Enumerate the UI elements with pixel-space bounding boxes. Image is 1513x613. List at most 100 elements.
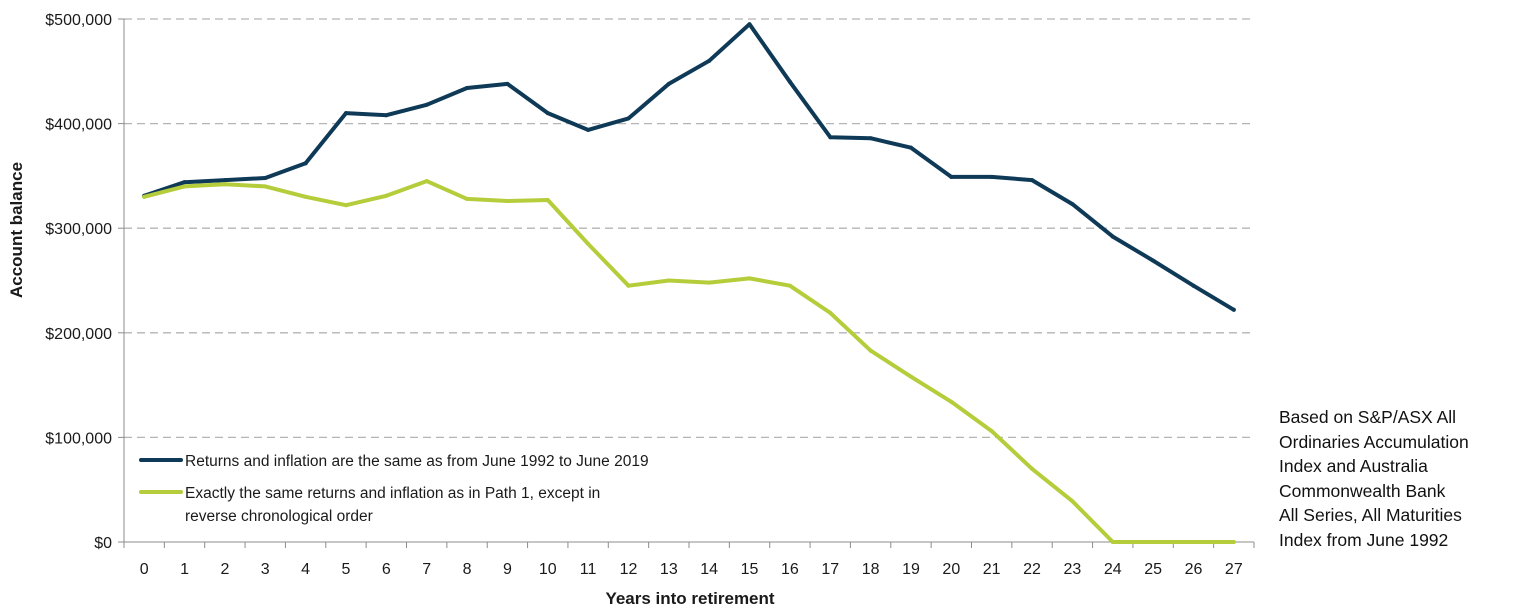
x-tick-label: 6 (382, 561, 391, 578)
x-tick-label: 25 (1144, 561, 1162, 578)
source-note-line: Index and Australia (1279, 456, 1428, 476)
x-axis-title: Years into retirement (605, 589, 774, 608)
legend: Returns and inflation are the same as fr… (139, 453, 649, 525)
data-point-series-1 (545, 111, 550, 116)
source-note-line: Based on S&P/ASX All (1279, 407, 1457, 427)
data-point-series-1 (465, 86, 470, 91)
data-point-series-1 (384, 113, 389, 118)
data-point-series-1 (1151, 258, 1156, 263)
data-point-series-2 (868, 348, 873, 353)
data-point-series-1 (787, 79, 792, 84)
x-tick-label: 3 (261, 561, 270, 578)
data-point-series-1 (343, 111, 348, 116)
x-tick-label: 15 (741, 561, 759, 578)
series-line-2 (142, 179, 1236, 544)
series-line-1 (142, 22, 1236, 312)
data-point-series-2 (263, 184, 268, 189)
data-point-series-2 (989, 429, 994, 434)
data-point-series-2 (1070, 499, 1075, 504)
data-point-series-2 (303, 194, 308, 199)
data-point-series-1 (868, 136, 873, 141)
data-point-series-1 (1030, 178, 1035, 183)
data-point-series-2 (1231, 540, 1236, 544)
data-point-series-2 (747, 276, 752, 281)
x-tick-label: 8 (463, 561, 472, 578)
data-point-series-2 (545, 197, 550, 202)
y-tick-label: $0 (94, 535, 112, 552)
source-note-line: Ordinaries Accumulation (1279, 431, 1469, 452)
data-point-series-1 (263, 175, 268, 180)
x-tick-label: 21 (983, 561, 1001, 578)
data-point-series-2 (1191, 540, 1196, 544)
data-point-series-2 (787, 283, 792, 288)
x-tick-label: 22 (1023, 561, 1041, 578)
data-point-series-1 (747, 22, 752, 27)
x-tick-label: 1 (180, 561, 189, 578)
legend-label-2: Exactly the same returns and inflation a… (185, 485, 600, 502)
data-point-series-2 (142, 194, 147, 199)
data-point-series-2 (384, 193, 389, 198)
data-point-series-2 (182, 184, 187, 189)
data-point-series-1 (908, 145, 913, 150)
data-point-series-1 (303, 161, 308, 166)
data-point-series-1 (182, 180, 187, 185)
data-point-series-1 (1191, 283, 1196, 288)
data-point-series-2 (343, 203, 348, 208)
y-tick-label: $400,000 (45, 117, 112, 134)
x-tick-label: 23 (1063, 561, 1081, 578)
data-point-series-2 (666, 278, 671, 283)
source-note: Based on S&P/ASX All Ordinaries Accumula… (1279, 405, 1509, 552)
x-tick-label: 24 (1104, 561, 1122, 578)
y-axis-title: Account balance (7, 162, 26, 298)
data-point-series-2 (424, 179, 429, 184)
x-tick-label: 17 (821, 561, 839, 578)
data-point-series-1 (586, 127, 591, 132)
x-tick-label: 5 (342, 561, 351, 578)
data-point-series-2 (707, 280, 712, 285)
data-point-series-1 (626, 116, 631, 121)
x-tick-label: 14 (700, 561, 718, 578)
data-point-series-2 (626, 283, 631, 288)
x-tick-label: 27 (1225, 561, 1243, 578)
source-note-line: Commonwealth Bank (1279, 480, 1446, 501)
data-series (142, 22, 1236, 544)
data-point-series-1 (1110, 234, 1115, 239)
data-point-series-1 (666, 81, 671, 86)
data-point-series-2 (1030, 466, 1035, 471)
data-point-series-1 (989, 174, 994, 179)
data-point-series-1 (1070, 202, 1075, 207)
data-point-series-1 (1231, 307, 1236, 312)
x-tick-label: 4 (301, 561, 310, 578)
y-tick-label: $500,000 (45, 12, 112, 29)
data-point-series-2 (949, 399, 954, 404)
data-point-series-2 (222, 182, 227, 187)
y-tick-label: $100,000 (45, 430, 112, 447)
data-point-series-1 (505, 81, 510, 86)
x-tick-label: 12 (620, 561, 638, 578)
axes: $0 $100,000 $200,000 $300,000 $400,000 $500,0… (45, 12, 1255, 578)
data-point-series-1 (707, 58, 712, 63)
x-tick-label: 10 (539, 561, 557, 578)
x-tick-label: 26 (1185, 561, 1203, 578)
x-tick-label: 0 (140, 561, 149, 578)
data-point-series-2 (586, 241, 591, 246)
y-tick-label: $300,000 (45, 221, 112, 238)
data-point-series-2 (1151, 540, 1156, 544)
data-point-series-2 (505, 199, 510, 204)
x-tick-label: 19 (902, 561, 920, 578)
data-point-series-2 (828, 310, 833, 315)
legend-label-1: Returns and inflation are the same as fr… (185, 453, 649, 470)
x-tick-label: 20 (942, 561, 960, 578)
data-point-series-2 (908, 374, 913, 379)
x-tick-label: 2 (220, 561, 229, 578)
y-tick-label: $200,000 (45, 326, 112, 343)
x-tick-label: 13 (660, 561, 678, 578)
data-point-series-1 (828, 135, 833, 140)
data-point-series-2 (465, 196, 470, 201)
x-tick-label: 11 (580, 561, 597, 578)
legend-label-2: reverse chronological order (185, 508, 373, 525)
x-tick-label: 16 (781, 561, 799, 578)
source-note-line: All Series, All Maturities (1279, 505, 1462, 525)
x-tick-label: 7 (422, 561, 431, 578)
